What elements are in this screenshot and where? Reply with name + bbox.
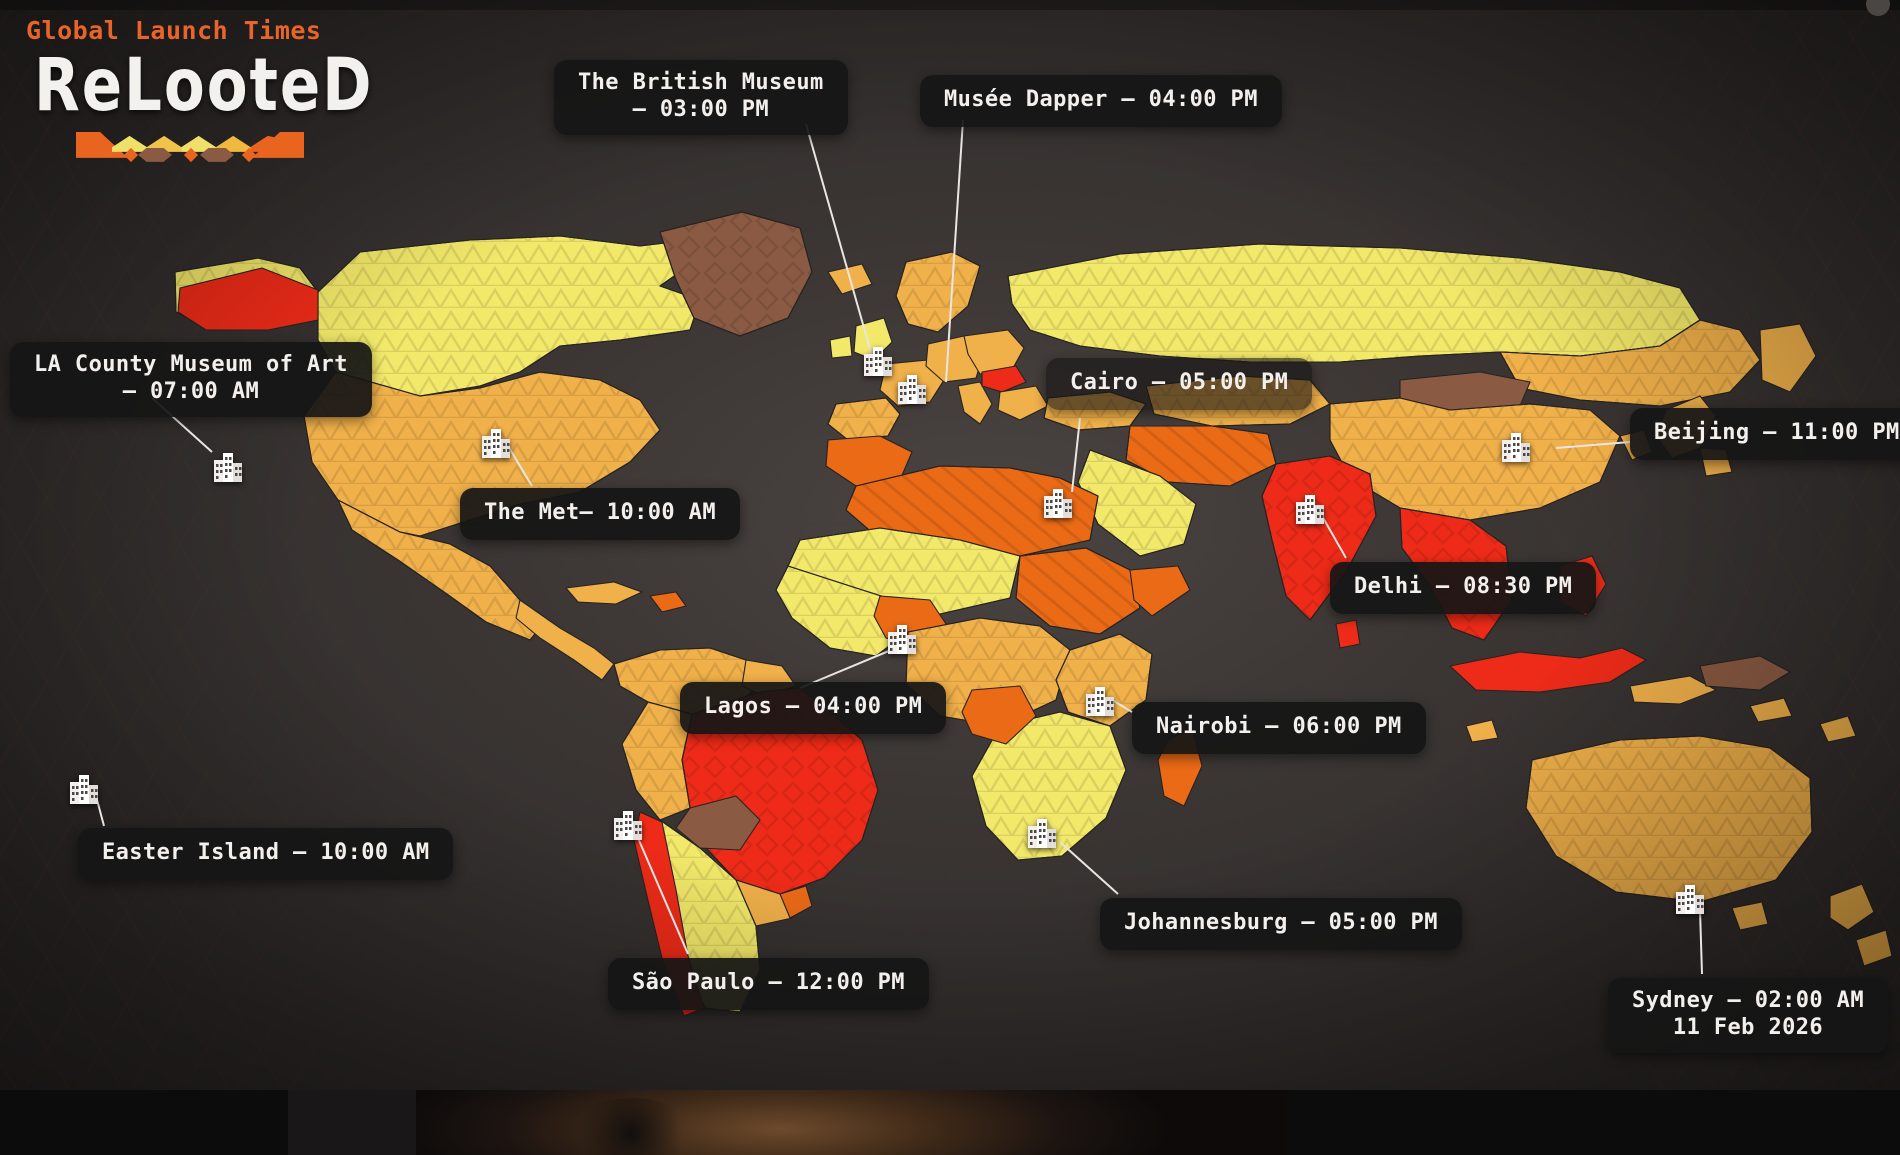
museum-building-icon <box>888 625 916 654</box>
bottom-video-tile[interactable] <box>416 1090 1286 1155</box>
callout-sao-paulo[interactable]: São Paulo – 12:00 PM <box>608 958 929 1010</box>
callout-line-1: Lagos – 04:00 PM <box>704 694 923 719</box>
callout-johannesburg[interactable]: Johannesburg – 05:00 PM <box>1100 898 1462 950</box>
bottom-panel-right <box>1286 1090 1900 1155</box>
map-marker-musee-dapper[interactable] <box>895 368 929 408</box>
museum-building-icon <box>1676 885 1704 914</box>
callout-cairo[interactable]: Cairo – 05:00 PM <box>1046 358 1313 410</box>
map-marker-the-met[interactable] <box>479 422 513 462</box>
callout-line-2: – 07:00 AM <box>122 378 260 404</box>
map-marker-beijing[interactable] <box>1499 426 1533 466</box>
logo-ornament <box>76 130 304 164</box>
callout-la-county-museum[interactable]: LA County Museum of Art – 07:00 AM <box>10 342 372 417</box>
callout-line-1: Easter Island – 10:00 AM <box>102 840 430 865</box>
map-marker-delhi[interactable] <box>1293 488 1327 528</box>
callout-sydney[interactable]: Sydney – 02:00 AM 11 Feb 2026 <box>1608 978 1888 1053</box>
callout-line-1: São Paulo – 12:00 PM <box>632 970 905 995</box>
callout-lagos[interactable]: Lagos – 04:00 PM <box>680 682 947 734</box>
callout-line-1: Beijing – 11:00 PM <box>1654 420 1900 445</box>
museum-building-icon <box>898 375 926 404</box>
museum-building-icon <box>1086 687 1114 716</box>
map-marker-la-county-museum[interactable] <box>211 446 245 486</box>
map-marker-sao-paulo[interactable] <box>611 804 645 844</box>
callout-line-1: Musée Dapper – 04:00 PM <box>944 87 1258 112</box>
header: Global Launch Times ReLooteD <box>26 16 374 164</box>
map-marker-easter-island[interactable] <box>67 768 101 808</box>
map-marker-cairo[interactable] <box>1041 482 1075 522</box>
callout-line-1: Johannesburg – 05:00 PM <box>1124 910 1438 935</box>
callout-delhi[interactable]: Delhi – 08:30 PM <box>1330 562 1597 614</box>
callout-line-1: Delhi – 08:30 PM <box>1354 574 1573 599</box>
callout-line-2: – 03:00 PM <box>632 96 770 122</box>
callout-line-1: Cairo – 05:00 PM <box>1070 370 1289 395</box>
museum-building-icon <box>1296 495 1324 524</box>
bottom-video-silhouette <box>566 1098 696 1155</box>
callout-line-1: Sydney – 02:00 AM <box>1632 988 1864 1013</box>
museum-building-icon <box>214 453 242 482</box>
museum-building-icon <box>864 347 892 376</box>
callout-beijing[interactable]: Beijing – 11:00 PM <box>1630 408 1900 460</box>
museum-building-icon <box>1028 819 1056 848</box>
map-marker-johannesburg[interactable] <box>1025 812 1059 852</box>
callout-the-british-museum[interactable]: The British Museum – 03:00 PM <box>554 60 848 135</box>
map-marker-the-british-museum[interactable] <box>861 340 895 380</box>
museum-building-icon <box>482 429 510 458</box>
callout-line-2: 11 Feb 2026 <box>1672 1014 1824 1040</box>
brand-logo: ReLooteD <box>34 41 374 128</box>
callout-easter-island[interactable]: Easter Island – 10:00 AM <box>78 828 454 880</box>
callout-the-met[interactable]: The Met– 10:00 AM <box>460 488 740 540</box>
bottom-strip <box>0 1090 1900 1155</box>
callout-line-1: Nairobi – 06:00 PM <box>1156 714 1402 739</box>
museum-building-icon <box>1044 489 1072 518</box>
museum-building-icon <box>70 775 98 804</box>
callout-musee-dapper[interactable]: Musée Dapper – 04:00 PM <box>920 75 1282 127</box>
bottom-panel-left <box>0 1090 288 1155</box>
museum-building-icon <box>1502 433 1530 462</box>
map-marker-sydney[interactable] <box>1673 878 1707 918</box>
museum-building-icon <box>614 811 642 840</box>
map-marker-lagos[interactable] <box>885 618 919 658</box>
callout-line-1: LA County Museum of Art <box>34 352 348 377</box>
callout-line-1: The Met– 10:00 AM <box>484 500 716 525</box>
callout-nairobi[interactable]: Nairobi – 06:00 PM <box>1132 702 1426 754</box>
callout-line-1: The British Museum <box>578 70 824 95</box>
bottom-panel-secondary <box>288 1090 416 1155</box>
map-marker-nairobi[interactable] <box>1083 680 1117 720</box>
